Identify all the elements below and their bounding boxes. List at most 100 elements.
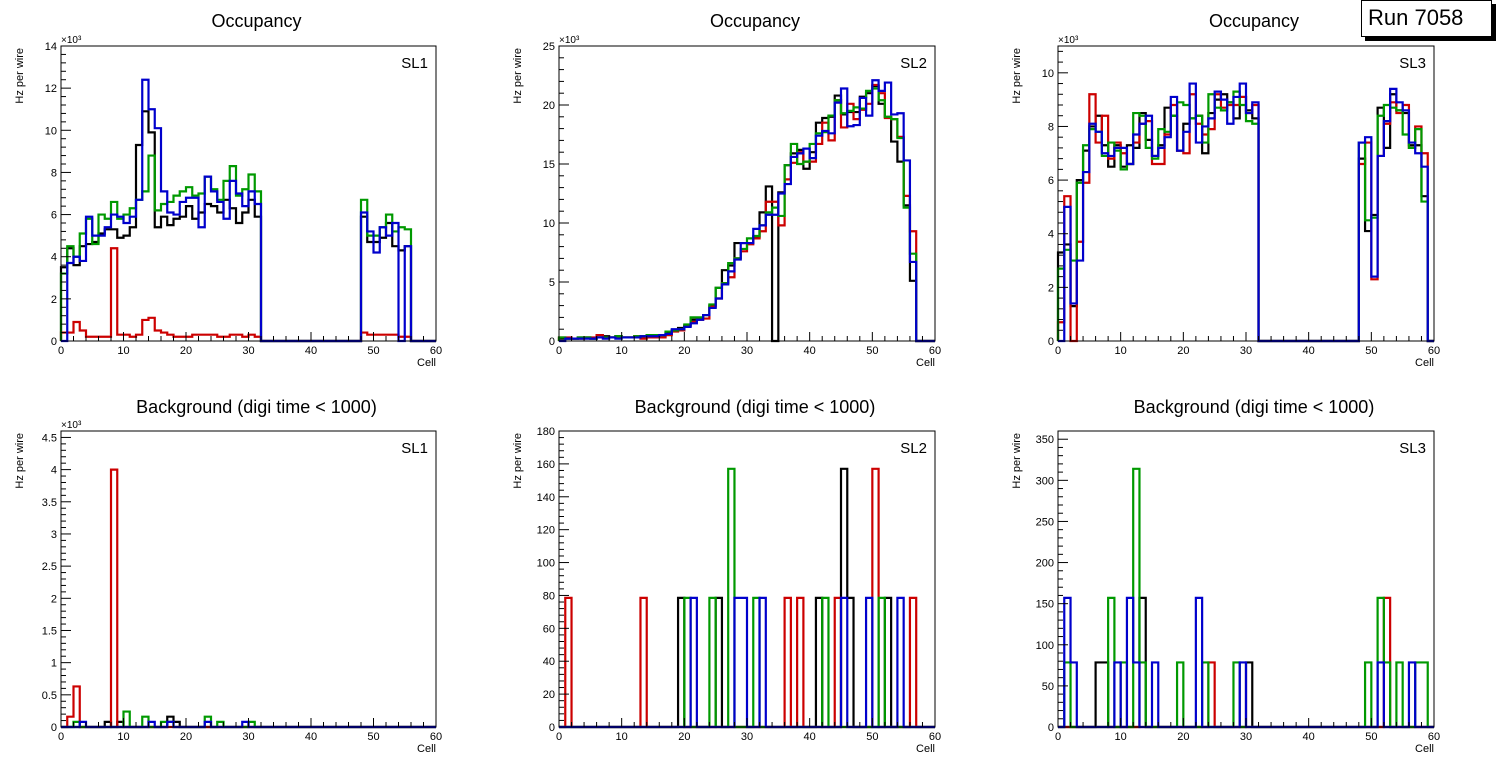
x-tick-label: 10 <box>1115 345 1127 357</box>
y-tick-label: 1 <box>51 658 57 670</box>
run-label: Run 7058 <box>1368 5 1464 30</box>
y-tick-label: 60 <box>543 623 555 635</box>
superlayer-label: SL3 <box>1399 55 1426 72</box>
y-tick-label: 100 <box>537 558 555 570</box>
y-axis-label: Hz per wire <box>1011 433 1023 489</box>
chart-bkg-sl1: Background (digi time < 1000)0 10 20 30 40 50… <box>14 397 442 755</box>
y-tick-label: 25 <box>543 41 555 53</box>
y-exponent-label: ×10³ <box>559 35 580 46</box>
y-tick-label: 180 <box>537 426 555 438</box>
chart-title: Occupancy <box>710 11 800 31</box>
y-tick-label: 250 <box>1036 516 1054 528</box>
x-tick-label: 20 <box>180 345 192 357</box>
y-tick-label: 0 <box>1048 336 1054 348</box>
x-axis-label: Cell <box>417 357 436 369</box>
x-tick-label: 60 <box>430 345 442 357</box>
y-tick-label: 160 <box>537 459 555 471</box>
superlayer-label: SL1 <box>401 440 428 457</box>
chart-title: Background (digi time < 1000) <box>635 397 876 417</box>
y-tick-label: 15 <box>543 159 555 171</box>
y-tick-label: 3 <box>51 529 57 541</box>
y-tick-label: 0 <box>51 336 57 348</box>
x-tick-label: 30 <box>1240 731 1252 743</box>
x-tick-label: 30 <box>1240 345 1252 357</box>
series-blue <box>1058 82 1434 343</box>
x-tick-label: 60 <box>1428 731 1440 743</box>
chart-bkg-sl3: Background (digi time < 1000) 0 10 20 30 40 50… <box>1011 397 1440 755</box>
y-tick-label: 300 <box>1036 475 1054 487</box>
series-red <box>557 83 935 343</box>
x-tick-label: 0 <box>1055 731 1061 743</box>
x-tick-label: 50 <box>367 731 379 743</box>
x-tick-label: 0 <box>556 345 562 357</box>
y-tick-label: 350 <box>1036 434 1054 446</box>
x-tick-label: 50 <box>1365 345 1377 357</box>
x-tick-label: 40 <box>804 731 816 743</box>
x-tick-label: 50 <box>866 731 878 743</box>
x-tick-label: 40 <box>305 345 317 357</box>
x-tick-label: 20 <box>678 731 690 743</box>
x-axis-label: Cell <box>1415 357 1434 369</box>
chart-title: Occupancy <box>211 11 301 31</box>
superlayer-label: SL2 <box>900 440 927 457</box>
x-tick-label: 60 <box>929 731 941 743</box>
y-tick-label: 40 <box>543 656 555 668</box>
y-tick-label: 3.5 <box>42 497 57 509</box>
y-exponent-label: ×10³ <box>1058 35 1079 46</box>
x-tick-label: 20 <box>1177 731 1189 743</box>
superlayer-label: SL1 <box>401 55 428 72</box>
y-axis-label: Hz per wire <box>1011 48 1023 104</box>
x-axis-label: Cell <box>417 743 436 755</box>
y-tick-label: 4 <box>51 465 57 477</box>
x-tick-label: 30 <box>242 731 254 743</box>
y-tick-label: 2.5 <box>42 561 57 573</box>
y-axis-label: Hz per wire <box>512 48 524 104</box>
y-axis-label: Hz per wire <box>512 433 524 489</box>
x-tick-label: 0 <box>58 345 64 357</box>
y-tick-label: 80 <box>543 590 555 602</box>
y-tick-label: 12 <box>45 83 57 95</box>
y-tick-label: 6 <box>1048 175 1054 187</box>
x-tick-label: 10 <box>117 731 129 743</box>
x-tick-label: 0 <box>1055 345 1061 357</box>
chart-title: Background (digi time < 1000) <box>1134 397 1375 417</box>
x-tick-label: 10 <box>1115 731 1127 743</box>
y-tick-label: 2 <box>51 294 57 306</box>
superlayer-label: SL2 <box>900 55 927 72</box>
y-tick-label: 14 <box>45 41 57 53</box>
x-tick-label: 20 <box>1177 345 1189 357</box>
y-tick-label: 0 <box>549 336 555 348</box>
series-red <box>61 468 436 729</box>
x-tick-label: 30 <box>741 731 753 743</box>
chart-title: Occupancy <box>1209 11 1299 31</box>
x-tick-label: 30 <box>741 345 753 357</box>
x-axis-label: Cell <box>1415 743 1434 755</box>
y-axis-label: Hz per wire <box>14 433 26 489</box>
chart-title: Background (digi time < 1000) <box>136 397 377 417</box>
y-tick-label: 2 <box>51 593 57 605</box>
series-blue <box>559 79 935 343</box>
y-tick-label: 6 <box>51 210 57 222</box>
x-tick-label: 10 <box>616 345 628 357</box>
x-tick-label: 60 <box>929 345 941 357</box>
x-tick-label: 50 <box>866 345 878 357</box>
y-exponent-label: ×10³ <box>61 420 82 431</box>
x-axis-label: Cell <box>916 743 935 755</box>
y-tick-label: 4 <box>1048 229 1054 241</box>
y-tick-label: 0 <box>1048 722 1054 734</box>
x-tick-label: 60 <box>1428 345 1440 357</box>
y-tick-label: 8 <box>1048 121 1054 133</box>
y-tick-label: 8 <box>51 167 57 179</box>
chart-bkg-sl2: Background (digi time < 1000) 0 10 20 30 40 50… <box>512 397 941 755</box>
y-tick-label: 20 <box>543 689 555 701</box>
x-tick-label: 60 <box>430 731 442 743</box>
y-tick-label: 50 <box>1042 681 1054 693</box>
x-tick-label: 0 <box>556 731 562 743</box>
x-tick-label: 40 <box>804 345 816 357</box>
x-tick-label: 40 <box>1303 345 1315 357</box>
y-tick-label: 4 <box>51 252 57 264</box>
superlayer-label: SL3 <box>1399 440 1426 457</box>
